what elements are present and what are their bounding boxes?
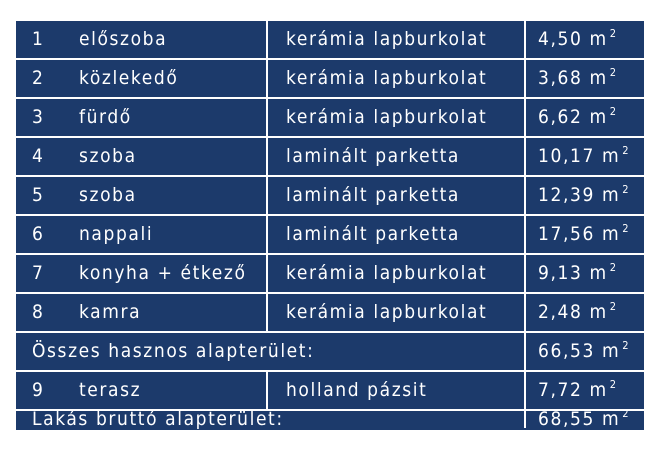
subtotal-label: Összes hasznos alapterület: — [32, 340, 315, 362]
room-number: 9 — [32, 379, 45, 401]
room-number: 2 — [32, 67, 45, 89]
room-number: 3 — [32, 106, 45, 128]
floor-material: laminált parketta — [286, 223, 460, 245]
floor-material: kerámia lapburkolat — [286, 67, 488, 89]
floor-material: kerámia lapburkolat — [286, 28, 488, 50]
column-divider — [266, 372, 268, 409]
room-name: szoba — [79, 184, 137, 206]
row-divider — [16, 97, 644, 99]
floor-material: laminált parketta — [286, 184, 460, 206]
room-name: szoba — [79, 145, 137, 167]
floor-material: kerámia lapburkolat — [286, 262, 488, 284]
table-row: 7 konyha + étkező kerámia lapburkolat 9,… — [16, 255, 644, 292]
room-name: kamra — [79, 301, 142, 323]
column-divider — [524, 411, 526, 428]
floor-material: laminált parketta — [286, 145, 460, 167]
row-divider — [16, 331, 644, 333]
room-number: 7 — [32, 262, 45, 284]
room-name: terasz — [79, 379, 142, 401]
row-divider — [16, 253, 644, 255]
column-divider — [266, 21, 268, 331]
room-name: fürdő — [79, 106, 132, 128]
room-number: 4 — [32, 145, 45, 167]
column-divider — [524, 21, 526, 331]
room-name: konyha + étkező — [79, 262, 247, 284]
row-divider — [16, 136, 644, 138]
floor-material: kerámia lapburkolat — [286, 106, 488, 128]
row-divider — [16, 370, 644, 372]
row-divider — [16, 409, 644, 411]
column-divider — [524, 333, 526, 370]
room-name: közlekedő — [79, 67, 179, 89]
room-name: előszoba — [79, 28, 168, 50]
row-divider — [16, 292, 644, 294]
room-number: 6 — [32, 223, 45, 245]
room-name: nappali — [79, 223, 154, 245]
total-label: Lakás bruttó alapterület: — [32, 408, 284, 430]
floor-material: kerámia lapburkolat — [286, 301, 488, 323]
row-divider — [16, 58, 644, 60]
room-number: 1 — [32, 28, 45, 50]
floor-material: holland pázsit — [286, 379, 428, 401]
row-divider — [16, 214, 644, 216]
column-divider — [524, 372, 526, 409]
room-number: 5 — [32, 184, 45, 206]
total-row-content — [16, 410, 644, 429]
row-divider — [16, 175, 644, 177]
room-number: 8 — [32, 301, 45, 323]
